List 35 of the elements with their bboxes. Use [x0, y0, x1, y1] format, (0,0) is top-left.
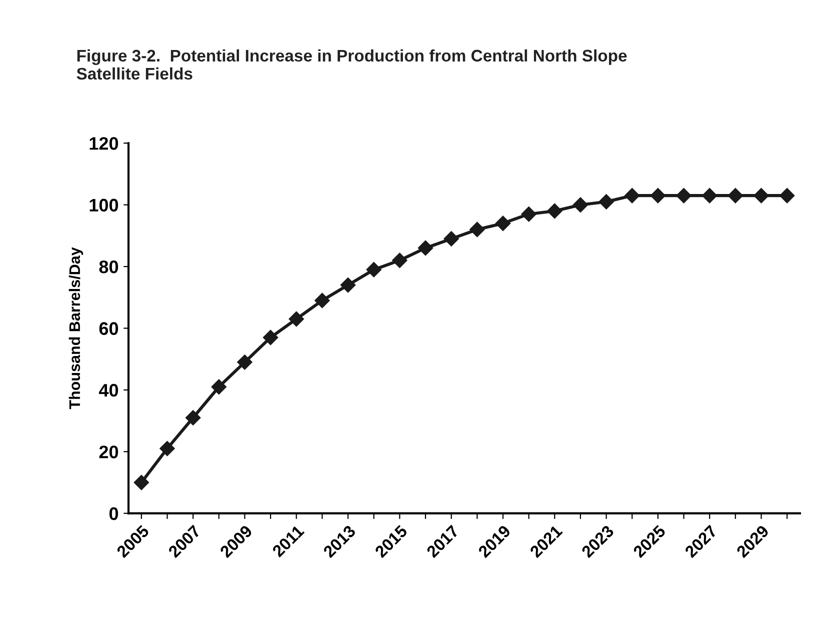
point: [470, 222, 485, 238]
point: [728, 188, 743, 204]
point: [650, 188, 666, 204]
point: [288, 311, 304, 327]
point: [624, 188, 640, 204]
y-tick-label: 120: [90, 137, 118, 150]
y-tick-label: 80: [99, 260, 118, 274]
point: [444, 231, 459, 246]
point: [702, 188, 718, 204]
point: [237, 354, 252, 370]
point: [676, 188, 692, 204]
point: [598, 194, 614, 210]
chart-title: Figure 3-2. Potential Increase in Production from Central North Slope Satellite Fields: [76, 49, 627, 80]
point: [495, 216, 511, 231]
point: [185, 410, 201, 426]
y-axis-title: Thousand Barrels/Day: [68, 247, 84, 410]
point: [754, 188, 769, 204]
point: [547, 203, 562, 219]
point: [572, 197, 588, 212]
y-tick-label: 0: [109, 507, 118, 520]
y-tick-label: 40: [98, 384, 118, 397]
point: [340, 277, 356, 293]
point: [262, 330, 278, 346]
point: [392, 252, 408, 268]
y-tick-label: 100: [90, 198, 118, 212]
point: [314, 292, 330, 308]
point: [521, 206, 536, 222]
point: [780, 188, 795, 204]
point: [160, 440, 175, 456]
y-tick-label: 60: [99, 322, 118, 335]
y-tick-label: 20: [99, 446, 118, 458]
point: [366, 262, 382, 278]
point: [418, 240, 434, 256]
point: [211, 379, 226, 394]
point: [134, 474, 149, 490]
